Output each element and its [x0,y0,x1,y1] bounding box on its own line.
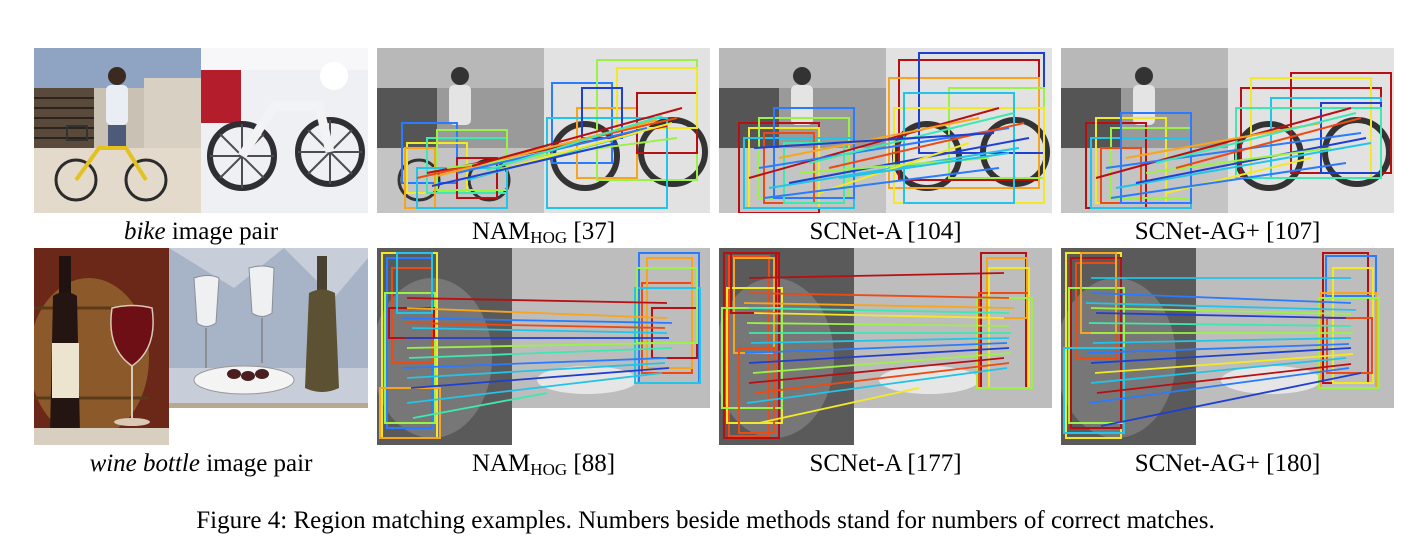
scnet-ag-plus-bike-caption: SCNet-AG+ [107] [1134,218,1321,245]
nam-hog-wine-caption: NAMHOG [88] [471,450,616,479]
scnet-a-bike-caption: SCNet-A [104] [809,218,962,245]
wine-bottle-pair-caption: wine bottle image pair [89,450,313,477]
scnet-a-wine-caption: SCNet-A [177] [809,450,962,477]
wine-bottle-pair-image [34,248,368,445]
figure-caption: Figure 4: Region matching examples. Numb… [196,507,1215,534]
correct-match-count: [37] [567,218,616,245]
scnet-ag-plus-bike-matches [1061,48,1394,213]
bike-pair-caption: bike image pair [123,218,279,245]
correct-match-count: [88] [567,450,616,477]
method-subscript: HOG [530,460,568,479]
method-subscript: HOG [530,228,568,247]
pair-category-label: bike [123,218,166,245]
bike-pair-image [34,48,368,213]
scnet-ag-plus-wine-matches [1061,248,1394,445]
correct-match-count: [177] [901,450,962,477]
scnet-a-wine-matches [719,248,1052,445]
nam-hog-wine-matches [377,248,710,445]
scnet-ag-plus-wine-caption: SCNet-AG+ [180] [1134,450,1321,477]
correct-match-count: [107] [1259,218,1321,245]
correct-match-count: [180] [1259,450,1321,477]
scnet-a-bike-matches [719,48,1052,213]
pair-category-label: wine bottle [89,450,200,477]
nam-hog-bike-matches [377,48,710,213]
nam-hog-bike-caption: NAMHOG [37] [471,218,616,247]
correct-match-count: [104] [901,218,962,245]
